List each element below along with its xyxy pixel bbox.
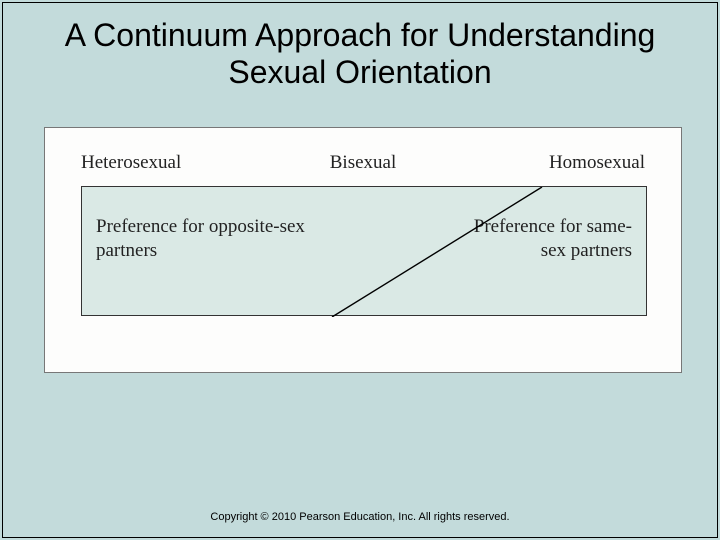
- continuum-bar: Preference for opposite-sex partners Pre…: [81, 186, 647, 316]
- label-bisexual: Bisexual: [330, 152, 397, 174]
- copyright-text: Copyright © 2010 Pearson Education, Inc.…: [3, 511, 717, 523]
- description-right: Preference for same-sex partners: [462, 215, 632, 263]
- figure-box: Heterosexual Bisexual Homosexual Prefere…: [44, 127, 682, 373]
- description-left: Preference for opposite-sex partners: [96, 215, 316, 263]
- label-heterosexual: Heterosexual: [81, 152, 181, 174]
- continuum-labels: Heterosexual Bisexual Homosexual: [81, 152, 645, 176]
- slide: A Continuum Approach for Understanding S…: [2, 2, 718, 538]
- page-title: A Continuum Approach for Understanding S…: [3, 3, 717, 109]
- label-homosexual: Homosexual: [549, 152, 645, 174]
